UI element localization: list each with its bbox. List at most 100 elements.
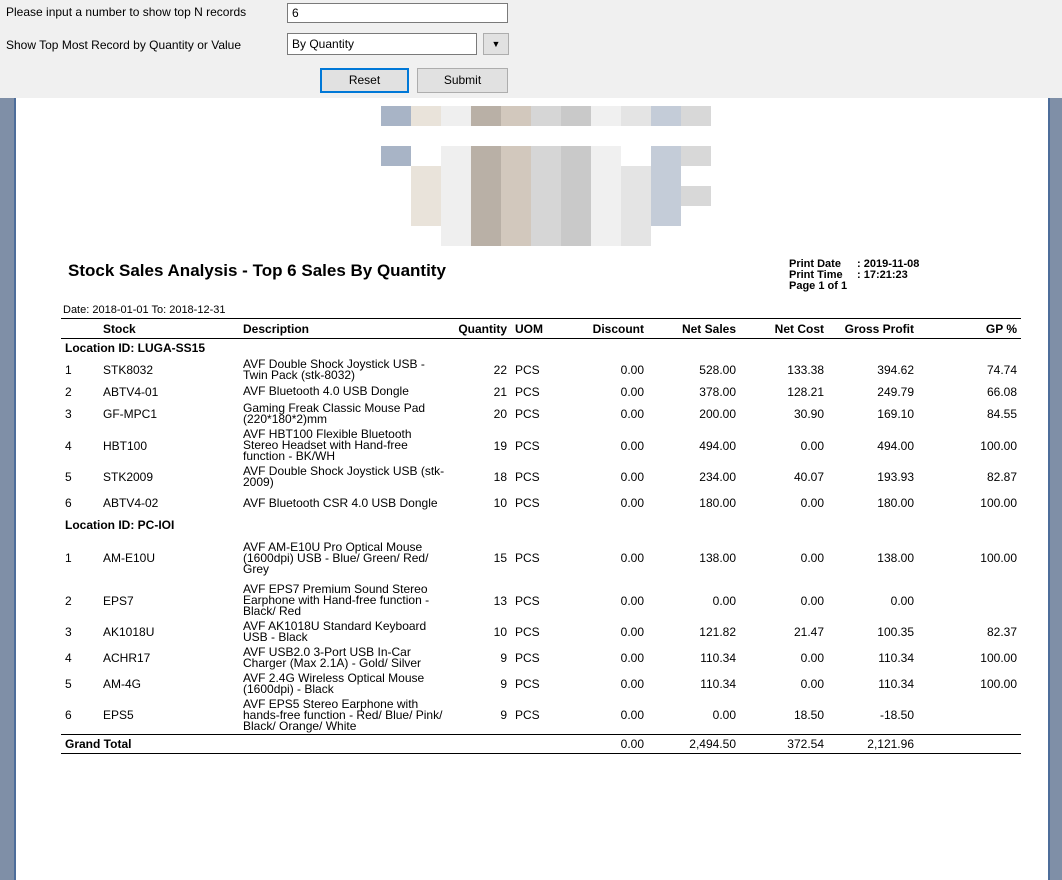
- dropdown-arrow-button[interactable]: ▼: [483, 33, 509, 55]
- logo-tile: [561, 146, 591, 166]
- logo-tile: [621, 106, 651, 126]
- chevron-down-icon: ▼: [491, 39, 501, 49]
- net-cost: 40.07: [793, 470, 824, 484]
- report-viewer[interactable]: Stock Sales Analysis - Top 6 Sales By Qu…: [0, 98, 1062, 880]
- quantity: 10: [493, 625, 507, 639]
- row-number: 5: [65, 677, 72, 691]
- logo-tile: [441, 206, 471, 226]
- net-sales: 0.00: [712, 708, 736, 723]
- net-sales: 138.00: [699, 551, 736, 565]
- row-number: 2: [65, 593, 72, 608]
- location-group-row: Location ID: LUGA-SS15: [61, 339, 1021, 358]
- row-number: 1: [65, 363, 72, 377]
- logo-tile: [501, 126, 531, 146]
- stock-code: STK8032: [103, 363, 154, 377]
- gp-percent: 82.87: [986, 470, 1017, 484]
- logo-tile: [501, 186, 531, 206]
- sales-table: Stock Description Quantity UOM Discount …: [61, 318, 1021, 754]
- quantity: 13: [493, 593, 507, 608]
- discount: 0.00: [620, 651, 644, 665]
- logo-tile: [501, 146, 531, 166]
- gp-percent: 100.00: [980, 677, 1017, 691]
- col-gp-header: GP %: [918, 318, 1021, 339]
- quantity: 21: [493, 384, 507, 399]
- table-row: 4 HBT100 AVF HBT100 Flexible Bluetooth Ste…: [61, 427, 1021, 464]
- logo-tile: [471, 186, 501, 206]
- logo-tile: [591, 226, 621, 246]
- quantity: 19: [493, 438, 507, 453]
- sort-mode-select[interactable]: By Quantity: [287, 33, 477, 55]
- gp-percent: 82.37: [986, 625, 1017, 639]
- description: Gaming Freak Classic Mouse Pad (220*180*…: [243, 400, 426, 426]
- print-time-value: : 17:21:23: [857, 269, 908, 281]
- logo-tile: [351, 206, 381, 226]
- logo-tile: [681, 166, 711, 186]
- logo-tile: [531, 206, 561, 226]
- logo-tile: [621, 226, 651, 246]
- logo-tile: [381, 186, 411, 206]
- date-range: Date: 2018-01-01 To: 2018-12-31: [63, 304, 226, 316]
- logo-tile: [351, 126, 381, 146]
- table-row: 3 GF-MPC1 Gaming Freak Classic Mouse Pad (…: [61, 400, 1021, 427]
- logo-tile: [441, 146, 471, 166]
- grand-total-row: Grand Total 0.00 2,494.50 372.54 2,121.96: [61, 733, 1021, 754]
- page-info: Page 1 of 1: [789, 280, 848, 292]
- location-label: Location ID: LUGA-SS15: [65, 341, 206, 355]
- logo-tile: [591, 146, 621, 166]
- logo-tile: [711, 226, 741, 246]
- logo-tile: [651, 106, 681, 126]
- table-row: 3 AK1018U AVF AK1018U Standard Keyboard US…: [61, 619, 1021, 645]
- col-stock-header: Stock: [99, 318, 239, 339]
- quantity: 22: [493, 363, 507, 377]
- net-cost: 0.00: [800, 551, 824, 565]
- table-row: 5 STK2009 AVF Double Shock Joystick USB (s…: [61, 464, 1021, 490]
- description: AVF 2.4G Wireless Optical Mouse (1600dpi…: [243, 671, 425, 696]
- location-group-row: Location ID: PC-IOI: [61, 516, 1021, 534]
- stock-code: HBT100: [103, 438, 148, 453]
- stock-code: STK2009: [103, 470, 154, 484]
- logo-tile: [351, 106, 381, 126]
- logo-tile: [711, 146, 741, 166]
- discount: 0.00: [620, 625, 644, 639]
- logo-tile: [411, 166, 441, 186]
- net-sales: 180.00: [699, 496, 736, 510]
- stock-code: EPS7: [103, 593, 134, 608]
- net-cost: 0.00: [800, 651, 824, 665]
- col-description-header: Description: [239, 318, 451, 339]
- quantity: 9: [500, 708, 507, 723]
- gross-profit: 193.93: [877, 470, 914, 484]
- gross-profit: 0.00: [890, 593, 914, 608]
- description: AVF AK1018U Standard Keyboard USB - Blac…: [243, 619, 427, 644]
- logo-tile: [471, 166, 501, 186]
- discount: 0.00: [620, 496, 644, 510]
- logo-tile: [381, 206, 411, 226]
- uom: PCS: [515, 470, 540, 484]
- submit-button[interactable]: Submit: [417, 68, 508, 93]
- stock-code: AK1018U: [103, 625, 155, 639]
- logo-tile: [531, 166, 561, 186]
- stock-code: AM-E10U: [103, 551, 156, 565]
- table-row: 5 AM-4G AVF 2.4G Wireless Optical Mouse (1…: [61, 671, 1021, 697]
- top-n-input[interactable]: [287, 3, 508, 23]
- quantity: 9: [500, 651, 507, 665]
- table-header: Stock Description Quantity UOM Discount …: [61, 318, 1021, 339]
- logo-tile: [711, 126, 741, 146]
- uom: PCS: [515, 625, 540, 639]
- stock-code: ABTV4-02: [103, 496, 159, 510]
- description: AVF AM-E10U Pro Optical Mouse (1600dpi) …: [243, 539, 429, 576]
- stock-code: AM-4G: [103, 677, 142, 691]
- discount: 0.00: [620, 363, 644, 377]
- logo-tile: [711, 186, 741, 206]
- logo-tile: [561, 206, 591, 226]
- gross-profit: 180.00: [877, 496, 914, 510]
- logo-tile: [681, 206, 711, 226]
- logo-tile: [681, 126, 711, 146]
- gp-percent: 100.00: [980, 496, 1017, 510]
- gross-profit: 138.00: [877, 551, 914, 565]
- table-row: 6 EPS5 AVF EPS5 Stereo Earphone with hands…: [61, 697, 1021, 734]
- sort-mode-label: Show Top Most Record by Quantity or Valu…: [6, 38, 242, 52]
- logo-tile: [591, 166, 621, 186]
- logo-tile: [591, 106, 621, 126]
- col-net-sales-header: Net Sales: [648, 318, 740, 339]
- reset-button[interactable]: Reset: [320, 68, 409, 93]
